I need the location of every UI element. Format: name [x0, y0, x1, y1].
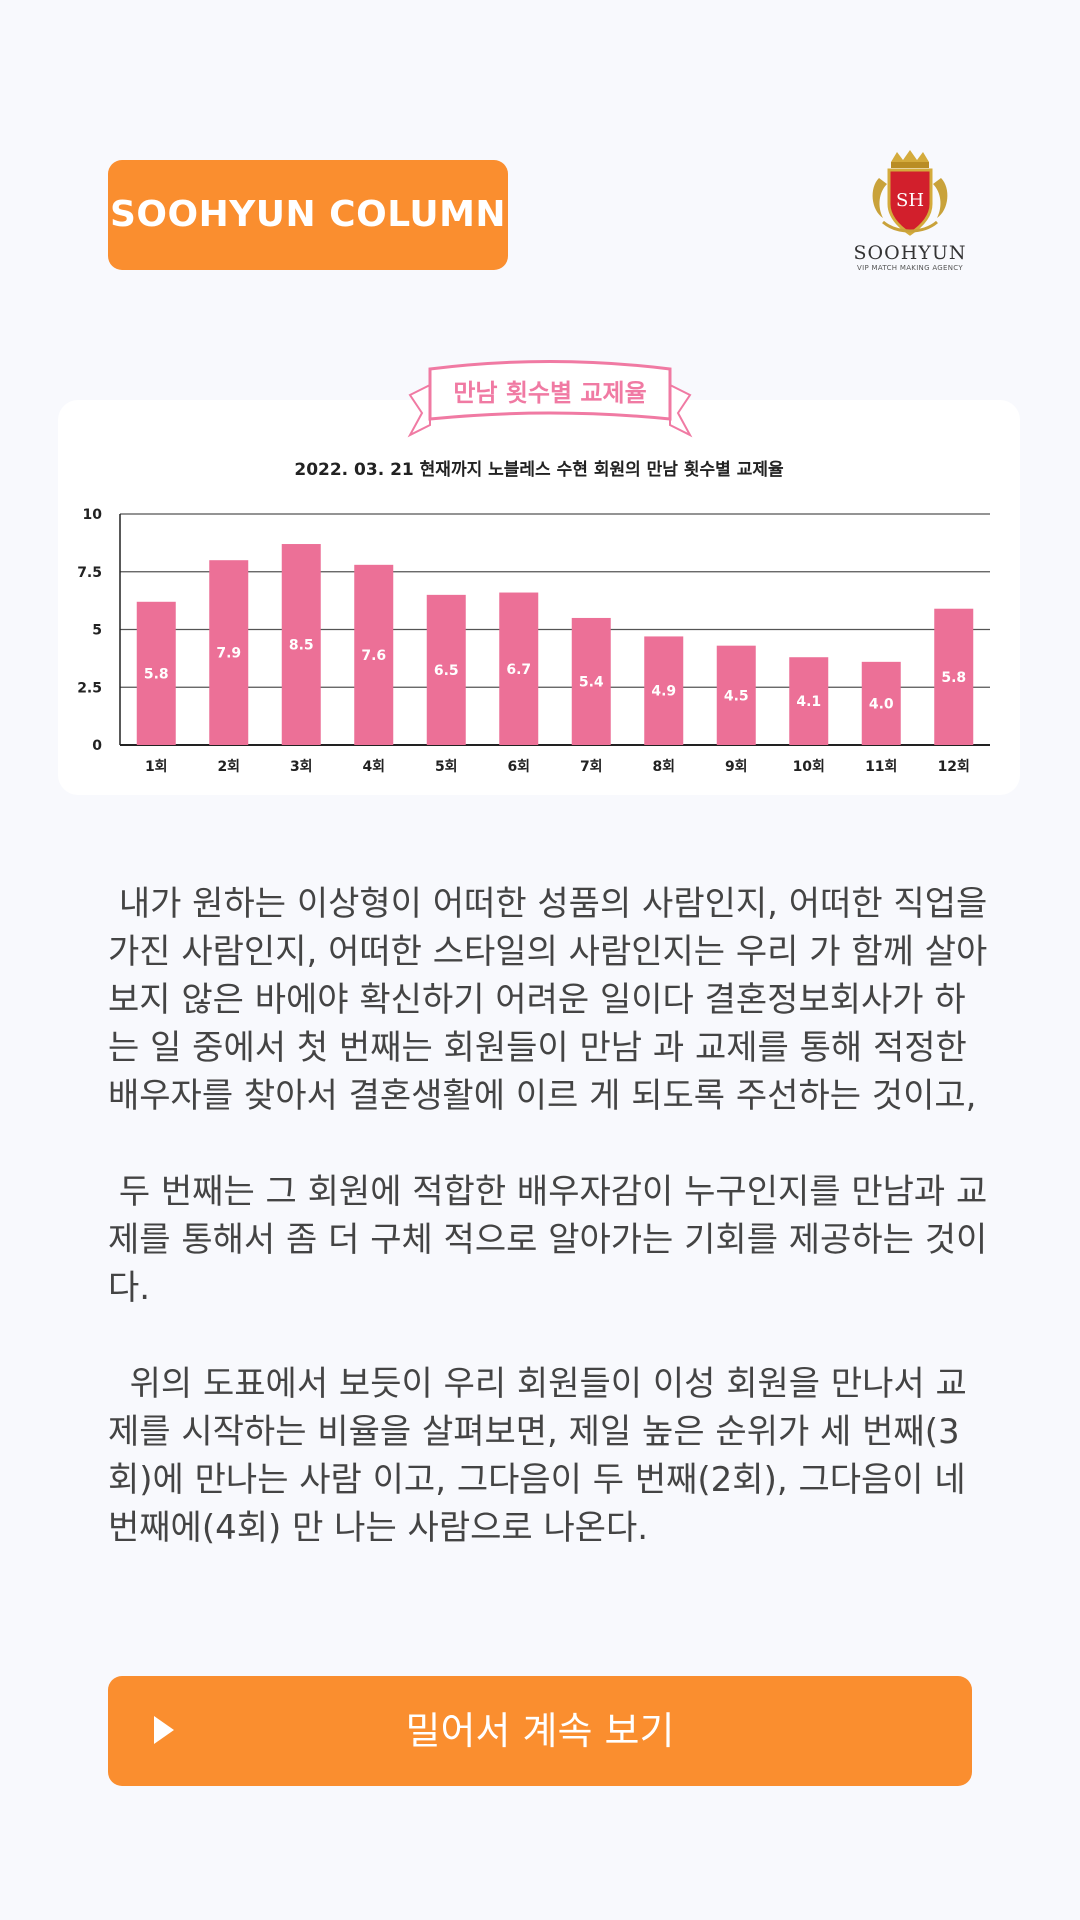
svg-text:SH: SH	[896, 190, 924, 211]
y-tick-label: 10	[83, 507, 103, 523]
bar	[499, 592, 539, 745]
continue-reading-label: 밀어서 계속 보기	[405, 1709, 675, 1753]
x-tick-label: 12회	[938, 759, 970, 775]
bar-value-label: 5.8	[941, 670, 966, 686]
bar	[934, 608, 974, 745]
bar-value-label: 4.0	[869, 696, 894, 712]
bar	[571, 617, 611, 745]
bar-value-label: 6.5	[434, 663, 459, 679]
bar-chart: 0 2.5 5 7.5 10 5.8 1회 7.9 2회 8.5 3회 7.6 4회 6.5 5회 6.7 6회…	[77, 507, 990, 775]
chart-subtitle: 2022. 03. 21 현재까지 노블레스 수현 회원의 만남 횟수별 교제율	[294, 460, 784, 480]
y-tick-label: 5	[92, 623, 102, 639]
bar-value-label: 7.9	[216, 646, 241, 662]
bar	[789, 657, 829, 745]
bar-value-label: 4.1	[796, 694, 821, 710]
y-tick-label: 2.5	[77, 680, 102, 696]
chart-title-ribbon: 만남 횟수별 교제율	[407, 360, 693, 438]
y-tick-label: 0	[92, 738, 102, 754]
x-tick-label: 4회	[362, 759, 385, 775]
paragraph-2: 두 번째는 그 회원에 적합한 배우자감이 누구인지를 만남과 교제를 통해서 …	[108, 1172, 988, 1308]
bar-value-label: 5.4	[579, 674, 604, 690]
bar	[209, 560, 249, 745]
x-tick-label: 3회	[290, 759, 313, 775]
logo-wordmark: SOOHYUN	[853, 242, 967, 264]
x-tick-label: 11회	[865, 759, 897, 775]
bar-value-label: 4.5	[724, 688, 749, 704]
crest-icon: SH	[872, 150, 948, 236]
x-tick-label: 9회	[725, 759, 748, 775]
column-badge: SOOHYUN COLUMN	[108, 160, 508, 270]
paragraph-1: 내가 원하는 이상형이 어떠한 성품의 사람인지, 어떠한 직업을 가진 사람인…	[108, 884, 999, 1116]
bar-value-label: 4.9	[651, 684, 676, 700]
bar-value-label: 7.6	[361, 648, 386, 664]
x-tick-label: 7회	[580, 759, 603, 775]
bar	[426, 594, 466, 745]
bar	[136, 601, 176, 745]
bar	[716, 645, 756, 745]
bar-value-label: 6.7	[506, 662, 531, 678]
bar	[281, 544, 321, 745]
x-tick-label: 6회	[507, 759, 530, 775]
x-tick-label: 5회	[435, 759, 458, 775]
bar	[861, 661, 901, 745]
bar-value-label: 8.5	[289, 638, 314, 654]
continue-reading-button[interactable]: 밀어서 계속 보기	[108, 1676, 972, 1786]
logo-tagline: VIP MATCH MAKING AGENCY	[857, 264, 963, 272]
play-icon	[154, 1716, 174, 1744]
y-tick-label: 7.5	[77, 565, 102, 581]
article-body: 내가 원하는 이상형이 어떠한 성품의 사람인지, 어떠한 직업을 가진 사람인…	[108, 880, 988, 1600]
bar	[644, 636, 684, 745]
soohyun-logo: SH SOOHYUN VIP MATCH MAKING AGENCY	[845, 148, 975, 283]
x-tick-label: 2회	[217, 759, 240, 775]
bar	[354, 564, 394, 745]
paragraph-3: 위의 도표에서 보듯이 우리 회원들이 이성 회원을 만나서 교제를 시작하는 …	[108, 1364, 977, 1548]
x-tick-label: 8회	[652, 759, 675, 775]
chart-title: 만남 횟수별 교제율	[453, 379, 646, 407]
bar-value-label: 5.8	[144, 666, 169, 682]
x-tick-label: 1회	[145, 759, 168, 775]
x-tick-label: 10회	[793, 759, 825, 775]
